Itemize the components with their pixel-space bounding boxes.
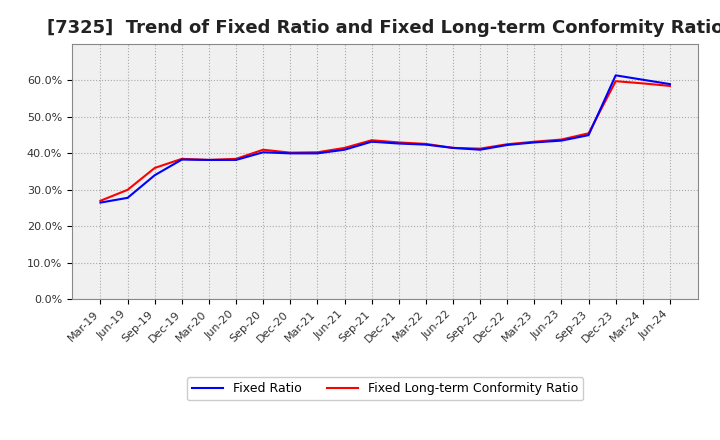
Fixed Ratio — [178, 157, 186, 162]
Fixed Long-term Conformity Ratio — [96, 198, 105, 203]
Fixed Long-term Conformity Ratio — [449, 145, 457, 150]
Legend: Fixed Ratio, Fixed Long-term Conformity Ratio: Fixed Ratio, Fixed Long-term Conformity … — [187, 377, 583, 400]
Fixed Ratio — [421, 142, 430, 147]
Fixed Ratio — [476, 147, 485, 152]
Line: Fixed Long-term Conformity Ratio: Fixed Long-term Conformity Ratio — [101, 81, 670, 201]
Fixed Long-term Conformity Ratio — [584, 131, 593, 136]
Fixed Ratio — [232, 157, 240, 162]
Fixed Long-term Conformity Ratio — [204, 157, 213, 162]
Fixed Long-term Conformity Ratio — [421, 141, 430, 147]
Fixed Ratio — [611, 73, 620, 78]
Fixed Ratio — [150, 172, 159, 178]
Fixed Ratio — [530, 140, 539, 145]
Fixed Ratio — [123, 195, 132, 201]
Title: [7325]  Trend of Fixed Ratio and Fixed Long-term Conformity Ratio: [7325] Trend of Fixed Ratio and Fixed Lo… — [47, 19, 720, 37]
Fixed Long-term Conformity Ratio — [150, 165, 159, 171]
Fixed Ratio — [557, 138, 566, 143]
Fixed Long-term Conformity Ratio — [665, 83, 674, 88]
Fixed Ratio — [286, 151, 294, 156]
Fixed Long-term Conformity Ratio — [611, 79, 620, 84]
Fixed Ratio — [449, 145, 457, 150]
Fixed Long-term Conformity Ratio — [557, 137, 566, 142]
Fixed Ratio — [639, 77, 647, 82]
Fixed Long-term Conformity Ratio — [286, 150, 294, 155]
Fixed Long-term Conformity Ratio — [639, 81, 647, 86]
Fixed Long-term Conformity Ratio — [232, 156, 240, 161]
Fixed Long-term Conformity Ratio — [123, 187, 132, 192]
Fixed Ratio — [503, 143, 511, 148]
Fixed Long-term Conformity Ratio — [178, 156, 186, 161]
Fixed Long-term Conformity Ratio — [530, 139, 539, 144]
Fixed Ratio — [341, 147, 349, 152]
Fixed Ratio — [665, 81, 674, 87]
Fixed Ratio — [259, 150, 268, 155]
Fixed Ratio — [204, 157, 213, 162]
Fixed Ratio — [584, 132, 593, 138]
Fixed Long-term Conformity Ratio — [395, 140, 403, 145]
Fixed Long-term Conformity Ratio — [476, 146, 485, 151]
Fixed Ratio — [395, 141, 403, 146]
Fixed Long-term Conformity Ratio — [259, 147, 268, 152]
Fixed Ratio — [96, 200, 105, 205]
Fixed Long-term Conformity Ratio — [313, 150, 322, 155]
Fixed Ratio — [367, 139, 376, 144]
Line: Fixed Ratio: Fixed Ratio — [101, 75, 670, 202]
Fixed Long-term Conformity Ratio — [341, 145, 349, 150]
Fixed Long-term Conformity Ratio — [503, 142, 511, 147]
Fixed Ratio — [313, 151, 322, 156]
Fixed Long-term Conformity Ratio — [367, 138, 376, 143]
